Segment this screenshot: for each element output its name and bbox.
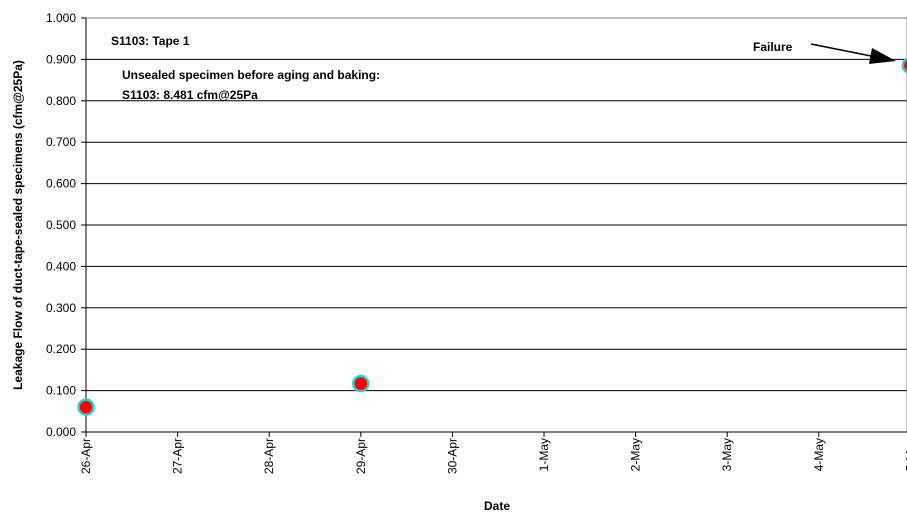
x-tick-label: 30-Apr xyxy=(445,438,459,474)
y-tick-label: 0.900 xyxy=(46,52,76,66)
y-tick-label: 0.400 xyxy=(46,259,76,273)
y-tick-label: 1.000 xyxy=(46,11,76,25)
y-axis-title: Leakage Flow of duct-tape-sealed specime… xyxy=(11,60,25,390)
y-tick-label: 0.100 xyxy=(46,384,76,398)
y-tick-label: 0.800 xyxy=(46,94,76,108)
annotation-note-line2: S1103: 8.481 cfm@25Pa xyxy=(122,88,258,102)
data-point xyxy=(352,374,370,393)
y-tick-label: 0.200 xyxy=(46,342,76,356)
data-points xyxy=(77,57,907,416)
y-tick-label: 0.600 xyxy=(46,177,76,191)
y-tick-label: 0.500 xyxy=(46,218,76,232)
y-tick-label: 0.300 xyxy=(46,301,76,315)
y-tick-label: 0.700 xyxy=(46,135,76,149)
y-axis: 0.000 0.100 0.200 0.300 0.400 0.500 0.600 0.700… xyxy=(46,11,87,439)
x-tick-label: 27-Apr xyxy=(171,438,185,474)
y-tick-label: 0.000 xyxy=(46,425,76,439)
annotation-failure: Failure xyxy=(753,40,793,54)
annotation-note-line1: Unsealed specimen before aging and bakin… xyxy=(122,68,380,82)
x-tick-label: 29-Apr xyxy=(354,438,368,474)
grid-lines xyxy=(86,58,907,392)
data-point xyxy=(77,398,95,416)
x-axis-title: Date xyxy=(484,499,510,512)
data-point xyxy=(901,57,907,74)
x-tick-label: 1-May xyxy=(537,438,551,471)
x-tick-label: 5-May xyxy=(903,438,907,471)
x-tick-label: 3-May xyxy=(720,438,734,471)
x-tick-label: 4-May xyxy=(812,438,826,471)
x-tick-label: 2-May xyxy=(629,438,643,471)
x-axis: 26-Apr 27-Apr 28-Apr 29-Apr 30-Apr 1-May 2-May… xyxy=(79,431,907,474)
x-tick-label: 26-Apr xyxy=(79,438,93,474)
annotation-label: S1103: Tape 1 xyxy=(111,34,190,48)
failure-arrow xyxy=(810,43,896,64)
x-tick-label: 28-Apr xyxy=(262,438,276,474)
